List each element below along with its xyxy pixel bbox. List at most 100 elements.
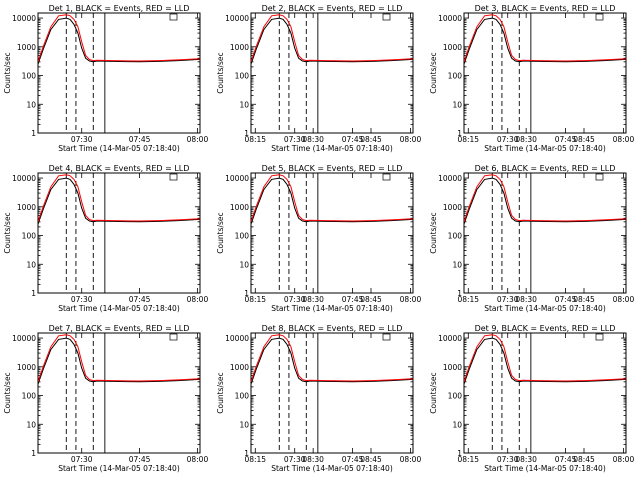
x-tick-label: 08:00	[400, 295, 422, 304]
y-tick-label: 100	[235, 392, 250, 401]
x-tick-label: 07:30	[284, 135, 306, 144]
legend-box	[169, 333, 178, 341]
x-tick-label: 08:30	[302, 295, 324, 304]
plot-frame	[463, 12, 627, 134]
panel-title: Det 7, BLACK = Events, RED = LLD	[49, 324, 190, 333]
series-lld-line	[38, 174, 200, 222]
x-tick-label: 08:30	[515, 295, 537, 304]
legend-box	[595, 173, 604, 181]
x-axis-label: Start Time (14-Mar-05 07:18:40)	[58, 464, 180, 473]
x-tick-label: 08:45	[360, 135, 382, 144]
y-tick-label: 1000	[230, 43, 249, 52]
x-tick-label: 07:30	[71, 455, 93, 464]
y-tick-label: 10	[452, 100, 462, 109]
x-axis-label: Start Time (14-Mar-05 07:18:40)	[58, 144, 180, 153]
y-tick-label: 10000	[12, 14, 36, 23]
x-tick-label: 08:00	[187, 135, 209, 144]
y-tick-label: 1	[457, 449, 462, 458]
plot-frame	[250, 12, 414, 134]
y-tick-label: 1000	[443, 203, 462, 212]
series-events-line	[251, 177, 413, 225]
x-tick-label: 07:30	[284, 295, 306, 304]
y-tick-label: 1000	[17, 203, 36, 212]
x-tick-label: 07:45	[555, 295, 577, 304]
y-tick-label: 1000	[443, 363, 462, 372]
series-events-line	[38, 17, 200, 65]
y-tick-label: 100	[22, 392, 37, 401]
y-tick-label: 1	[31, 129, 36, 138]
y-axis-label: Counts/sec	[429, 52, 438, 93]
y-tick-label: 10	[239, 100, 249, 109]
x-tick-label: 07:30	[71, 135, 93, 144]
y-axis-label: Counts/sec	[3, 372, 12, 413]
series-lld-line	[38, 14, 200, 62]
y-tick-label: 10000	[225, 334, 249, 343]
y-tick-label: 1000	[230, 363, 249, 372]
panel-det-9: 1 10 100 1000 10000 07:30 07:45 08:00 08:15 08:30…	[429, 324, 635, 473]
x-axis-label: Start Time (14-Mar-05 07:18:40)	[271, 304, 393, 313]
panel-det-2: 1 10 100 1000 10000 07:30 07:45 08:00 08:15 08:30…	[216, 4, 595, 153]
panel-title: Det 3, BLACK = Events, RED = LLD	[475, 4, 616, 13]
y-axis-label: Counts/sec	[3, 52, 12, 93]
x-tick-label: 08:15	[457, 135, 479, 144]
x-tick-label: 07:45	[342, 455, 364, 464]
y-tick-label: 10	[452, 420, 462, 429]
x-tick-label: 08:45	[573, 295, 595, 304]
plot-frame	[463, 172, 627, 294]
y-tick-label: 10000	[12, 174, 36, 183]
panel-det-8: 1 10 100 1000 10000 07:30 07:45 08:00 08:15 08:30…	[216, 324, 595, 473]
y-axis-label: Counts/sec	[216, 372, 225, 413]
y-tick-label: 10000	[438, 174, 462, 183]
x-tick-label: 07:30	[71, 295, 93, 304]
panel-title: Det 1, BLACK = Events, RED = LLD	[49, 4, 190, 13]
y-tick-label: 1000	[230, 203, 249, 212]
plot-frame	[250, 332, 414, 454]
panel-title: Det 5, BLACK = Events, RED = LLD	[262, 164, 403, 173]
x-tick-label: 07:45	[129, 135, 151, 144]
panel-det-1: 1 10 100 1000 10000 07:30 07:45 08:00 08:15 08:30…	[3, 4, 382, 153]
y-tick-label: 100	[22, 232, 37, 241]
y-tick-label: 100	[235, 72, 250, 81]
y-axis-label: Counts/sec	[429, 212, 438, 253]
y-tick-label: 1	[244, 129, 249, 138]
x-tick-label: 08:45	[573, 135, 595, 144]
x-axis-label: Start Time (14-Mar-05 07:18:40)	[484, 464, 606, 473]
series-events-line	[38, 337, 200, 385]
legend-box	[169, 13, 178, 21]
x-tick-label: 07:45	[129, 455, 151, 464]
series-lld-line	[464, 174, 626, 222]
x-tick-label: 08:30	[302, 455, 324, 464]
y-tick-label: 10	[239, 260, 249, 269]
x-tick-label: 08:00	[613, 455, 635, 464]
x-tick-label: 07:45	[555, 455, 577, 464]
x-tick-label: 08:00	[187, 295, 209, 304]
y-tick-label: 1000	[17, 363, 36, 372]
x-axis-label: Start Time (14-Mar-05 07:18:40)	[58, 304, 180, 313]
series-lld-line	[38, 334, 200, 382]
x-tick-label: 08:00	[613, 295, 635, 304]
plot-frame	[37, 332, 201, 454]
x-tick-label: 08:15	[457, 455, 479, 464]
y-axis-label: Counts/sec	[216, 52, 225, 93]
x-tick-label: 07:45	[342, 295, 364, 304]
series-lld-line	[251, 334, 413, 382]
series-lld-line	[251, 14, 413, 62]
x-tick-label: 07:45	[555, 135, 577, 144]
panel-title: Det 2, BLACK = Events, RED = LLD	[262, 4, 403, 13]
x-tick-label: 08:15	[244, 295, 266, 304]
y-tick-label: 1	[457, 289, 462, 298]
x-axis-label: Start Time (14-Mar-05 07:18:40)	[484, 304, 606, 313]
x-tick-label: 08:00	[400, 455, 422, 464]
y-tick-label: 100	[235, 232, 250, 241]
x-tick-label: 08:15	[457, 295, 479, 304]
x-tick-label: 08:30	[302, 135, 324, 144]
series-events-line	[464, 177, 626, 225]
y-tick-label: 10000	[438, 334, 462, 343]
panel-title: Det 8, BLACK = Events, RED = LLD	[262, 324, 403, 333]
panel-det-5: 1 10 100 1000 10000 07:30 07:45 08:00 08:15 08:30…	[216, 164, 595, 313]
x-tick-label: 07:30	[497, 135, 519, 144]
panel-det-7: 1 10 100 1000 10000 07:30 07:45 08:00 08:15 08:30…	[3, 324, 382, 473]
x-tick-label: 07:45	[342, 135, 364, 144]
legend-box	[382, 13, 391, 21]
plot-frame	[37, 12, 201, 134]
